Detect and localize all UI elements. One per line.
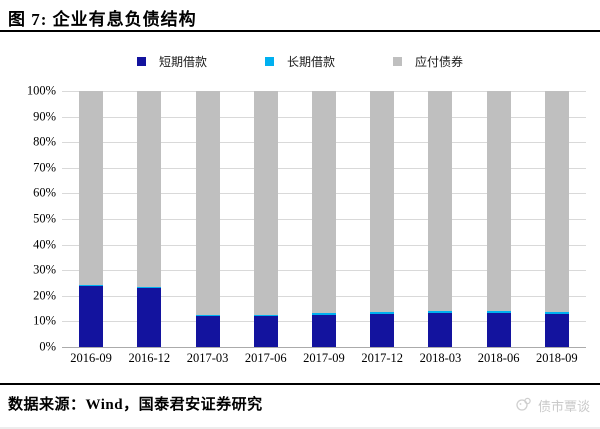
stacked-bar-2016-12: [137, 91, 162, 347]
x-tick-label: 2016-09: [70, 351, 112, 365]
bar-segment-short-term-loans: [311, 314, 336, 347]
x-axis-line: [62, 347, 586, 348]
title-underline: [0, 30, 600, 32]
bar-segment-long-term-loans: [79, 285, 104, 287]
legend-swatch-bonds-payable: [393, 57, 402, 66]
x-tick-label: 2018-09: [536, 351, 578, 365]
y-tick-label: 50%: [33, 211, 56, 226]
stacked-bar-2018-09: [544, 91, 569, 347]
bar-segment-bonds-payable: [428, 91, 453, 312]
y-tick-label: 10%: [33, 313, 56, 328]
bar-segment-short-term-loans: [370, 313, 395, 347]
bar-segment-short-term-loans: [195, 316, 220, 347]
bar-segment-long-term-loans: [486, 311, 511, 313]
bar-segment-short-term-loans: [544, 313, 569, 347]
bar-segment-bonds-payable: [79, 91, 104, 286]
stacked-bar-2017-06: [253, 91, 278, 347]
legend-swatch-long-term-loans: [264, 57, 274, 66]
stacked-bar-2017-12: [370, 91, 395, 347]
x-tick-label: 2016-12: [128, 351, 171, 365]
x-tick-label: 2017-12: [361, 351, 404, 365]
bar-segment-short-term-loans: [79, 286, 104, 347]
plot-area: [62, 91, 586, 348]
legend-item-bonds-payable: 应付债券: [393, 53, 463, 70]
bar-segment-short-term-loans: [486, 312, 511, 347]
y-tick-label: 20%: [33, 288, 56, 303]
bar-segment-short-term-loans: [428, 312, 453, 347]
x-axis: 2016-09 2016-12 2017-03 2017-06 2017-09 2017-…: [62, 351, 586, 366]
bar-segment-long-term-loans: [544, 312, 569, 314]
stacked-bar-2018-06: [486, 91, 511, 347]
figure-title: 图 7: 企业有息负债结构: [8, 10, 197, 29]
bar-segment-bonds-payable: [486, 91, 511, 312]
x-tick-label: 2018-06: [477, 351, 520, 365]
bar-segment-long-term-loans: [137, 286, 162, 289]
legend-item-short-term-loans: 短期借款: [136, 53, 207, 70]
legend-label-long-term-loans: 长期借款: [286, 55, 335, 69]
bar-segment-short-term-loans: [137, 288, 162, 347]
legend-swatch-short-term-loans: [136, 57, 146, 66]
bar-segment-long-term-loans: [370, 312, 395, 314]
bar-segment-bonds-payable: [137, 91, 162, 287]
y-tick-label: 60%: [33, 185, 56, 200]
y-tick-label: 80%: [33, 134, 56, 149]
watermark: 债市覃谈: [515, 396, 590, 415]
chart-legend: 短期借款 长期借款 应付债券: [0, 53, 600, 70]
stacked-bar-2016-09: [79, 91, 104, 347]
watermark-text: 债市覃谈: [537, 399, 590, 414]
bottom-divider: [0, 427, 600, 429]
y-axis: 0% 10% 20% 30% 40% 50% 60% 70% 80% 90% 100%: [0, 84, 56, 354]
bar-segment-bonds-payable: [253, 91, 278, 316]
legend-item-long-term-loans: 长期借款: [264, 53, 335, 70]
x-tick-label: 2018-03: [419, 351, 462, 365]
x-tick-label: 2017-09: [303, 351, 345, 365]
bar-segment-bonds-payable: [544, 91, 569, 313]
footer-divider: [0, 383, 600, 385]
bar-segment-bonds-payable: [311, 91, 336, 314]
y-tick-label: 30%: [33, 262, 56, 277]
stacked-bar-2018-03: [428, 91, 453, 347]
bar-segment-long-term-loans: [428, 311, 453, 313]
bar-segment-bonds-payable: [370, 91, 395, 313]
y-tick-label: 70%: [33, 160, 56, 175]
data-source-note: 数据来源：Wind，国泰君安证券研究: [8, 397, 263, 413]
y-tick-label: 0%: [39, 339, 56, 354]
x-tick-label: 2017-06: [244, 351, 287, 365]
bar-segment-long-term-loans: [253, 315, 278, 317]
stacked-bar-2017-09: [311, 91, 336, 347]
y-tick-label: 90%: [33, 109, 56, 124]
legend-label-bonds-payable: 应付债券: [415, 55, 464, 69]
bar-segment-short-term-loans: [253, 316, 278, 347]
watermark-logo-icon: [515, 397, 533, 415]
bar-segment-bonds-payable: [195, 91, 220, 316]
legend-label-short-term-loans: 短期借款: [158, 55, 207, 69]
bar-series-container: [62, 91, 586, 347]
bar-segment-long-term-loans: [195, 315, 220, 317]
bar-segment-long-term-loans: [311, 313, 336, 315]
x-tick-label: 2017-03: [186, 351, 229, 365]
y-tick-label: 40%: [33, 237, 56, 252]
y-tick-label: 100%: [26, 83, 56, 98]
stacked-bar-2017-03: [195, 91, 220, 347]
